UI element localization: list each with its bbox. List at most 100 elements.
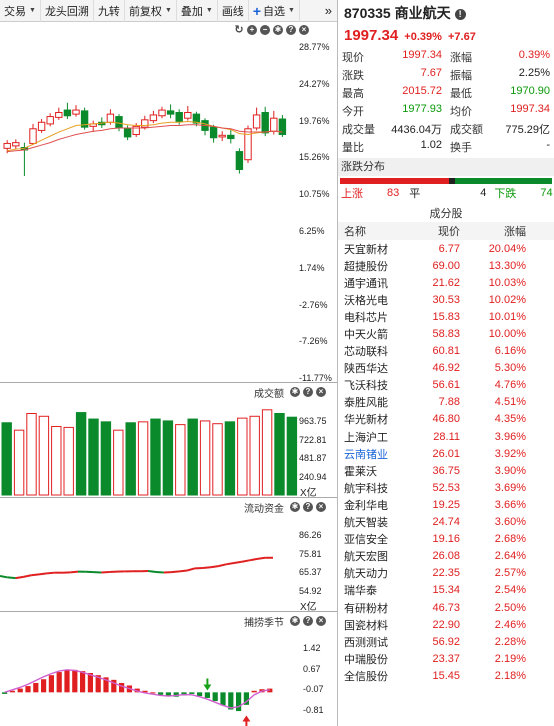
stock-name[interactable]: 电科芯片 <box>344 311 388 324</box>
table-row[interactable]: 华光新材 46.80 4.35% <box>338 411 554 428</box>
candle-body <box>218 134 226 138</box>
help-icon[interactable]: ? <box>303 387 313 397</box>
table-row[interactable]: 全信股份 15.45 2.18% <box>338 667 554 684</box>
header-name[interactable]: 名称 <box>344 226 366 238</box>
stock-name[interactable]: 云南锗业 <box>344 448 388 461</box>
table-row[interactable]: 通宇通讯 21.62 10.03% <box>338 274 554 291</box>
stock-name[interactable]: 超捷股份 <box>344 260 388 273</box>
add-watchlist-button[interactable]: + 自选 ▼ <box>249 0 300 22</box>
header-change[interactable]: 涨幅 <box>504 226 526 238</box>
table-row[interactable]: 沃格光电 30.53 10.02% <box>338 291 554 308</box>
stock-name[interactable]: 天宜新材 <box>344 243 388 256</box>
stock-name[interactable]: 航天动力 <box>344 568 388 581</box>
table-row[interactable]: 天宜新材 6.77 20.04% <box>338 240 554 257</box>
kline-chart[interactable] <box>0 40 296 380</box>
stock-name[interactable]: 金利华电 <box>344 499 388 512</box>
table-row[interactable]: 航天动力 22.35 2.57% <box>338 565 554 582</box>
stock-price: 52.53 <box>432 481 460 494</box>
stock-name[interactable]: 通宇通讯 <box>344 277 388 290</box>
table-row[interactable]: 霍莱沃 36.75 3.90% <box>338 462 554 479</box>
help-icon[interactable]: ? <box>303 502 313 512</box>
stock-name[interactable]: 飞沃科技 <box>344 380 388 393</box>
table-row[interactable]: 陕西华达 46.92 5.30% <box>338 360 554 377</box>
table-row[interactable]: 电科芯片 15.83 10.01% <box>338 308 554 325</box>
volume-bar <box>51 425 62 496</box>
toolbar-nine-turn[interactable]: 九转 <box>94 0 125 22</box>
stock-name[interactable]: 中瑞股份 <box>344 653 388 666</box>
stock-name[interactable]: 航天智装 <box>344 517 388 530</box>
close-icon[interactable]: × <box>299 25 309 35</box>
quote-label: 振幅 <box>450 70 472 82</box>
quote-label: 涨跌 <box>342 70 364 82</box>
divider <box>0 611 337 612</box>
header-price[interactable]: 现价 <box>438 226 460 238</box>
table-row[interactable]: 亚信安全 19.16 2.68% <box>338 531 554 548</box>
down-label: 下跌 <box>494 188 517 200</box>
stock-name[interactable]: 航天宏图 <box>344 551 388 564</box>
stock-change: 10.03% <box>488 276 526 289</box>
stock-name[interactable]: 亚信安全 <box>344 534 388 547</box>
settings-icon[interactable]: ✱ <box>290 616 300 626</box>
table-row[interactable]: 瑞华泰 15.34 2.54% <box>338 582 554 599</box>
stock-name[interactable]: 沃格光电 <box>344 294 388 307</box>
volume-chart[interactable] <box>0 397 298 497</box>
zoom-out-icon[interactable]: − <box>260 25 270 35</box>
table-row[interactable]: 中天火箭 58.83 10.00% <box>338 325 554 342</box>
quote-cell: 振幅 2.25% <box>446 67 554 83</box>
volume-bar <box>212 423 223 496</box>
stock-name[interactable]: 中天火箭 <box>344 329 388 342</box>
close-icon[interactable]: × <box>316 502 326 512</box>
toolbar-draw-line[interactable]: 画线 <box>218 0 249 22</box>
table-row[interactable]: 航天宏图 26.08 2.64% <box>338 548 554 565</box>
table-row[interactable]: 中瑞股份 23.37 2.19% <box>338 650 554 667</box>
toolbar-leader-review[interactable]: 龙头回溯 <box>41 0 94 22</box>
table-row[interactable]: 航天智装 24.74 3.60% <box>338 514 554 531</box>
volume-bar <box>88 418 99 496</box>
toolbar-adjust-menu[interactable]: 前复权 ▼ <box>125 0 177 22</box>
flow-segment <box>7 576 16 580</box>
season-hist-bar <box>142 690 148 693</box>
table-row[interactable]: 西测测试 56.92 2.28% <box>338 633 554 650</box>
expand-more-button[interactable]: » <box>320 0 337 22</box>
refresh-icon[interactable]: ↻ <box>234 24 244 36</box>
table-row[interactable]: 芯动联科 60.81 6.16% <box>338 343 554 360</box>
stock-name[interactable]: 西测测试 <box>344 636 388 649</box>
quote-value: - <box>546 139 550 151</box>
close-icon[interactable]: × <box>316 387 326 397</box>
settings-icon[interactable]: ✱ <box>273 25 283 35</box>
table-row[interactable]: 国瓷材料 22.90 2.46% <box>338 616 554 633</box>
flow-chart[interactable] <box>0 512 296 612</box>
help-icon[interactable]: ? <box>286 25 296 35</box>
stock-name[interactable]: 芯动联科 <box>344 346 388 359</box>
table-row[interactable]: 有研粉材 46.73 2.50% <box>338 599 554 616</box>
stock-name[interactable]: 有研粉材 <box>344 602 388 615</box>
zoom-in-icon[interactable]: + <box>247 25 257 35</box>
season-chart[interactable] <box>0 626 296 726</box>
table-row[interactable]: 超捷股份 69.00 13.30% <box>338 257 554 274</box>
stock-name[interactable]: 霍莱沃 <box>344 465 377 478</box>
stock-change: 2.57% <box>494 567 526 580</box>
stock-name[interactable]: 航宇科技 <box>344 482 388 495</box>
close-icon[interactable]: × <box>316 616 326 626</box>
stock-name[interactable]: 全信股份 <box>344 670 388 683</box>
table-row[interactable]: 泰胜风能 7.88 4.51% <box>338 394 554 411</box>
table-row[interactable]: 飞沃科技 56.61 4.76% <box>338 377 554 394</box>
season-hist-bar <box>72 669 78 693</box>
table-row[interactable]: 金利华电 19.25 3.66% <box>338 496 554 513</box>
table-row[interactable]: 上海沪工 28.11 3.96% <box>338 428 554 445</box>
stock-name[interactable]: 陕西华达 <box>344 363 388 376</box>
info-icon[interactable]: ! <box>454 9 466 20</box>
table-row[interactable]: 航宇科技 52.53 3.69% <box>338 479 554 496</box>
stock-name[interactable]: 国瓷材料 <box>344 619 388 632</box>
toolbar-overlay-menu[interactable]: 叠加 ▼ <box>177 0 218 22</box>
stock-name[interactable]: 泰胜风能 <box>344 397 388 410</box>
settings-icon[interactable]: ✱ <box>290 502 300 512</box>
table-row[interactable]: 云南锗业 26.01 3.92% <box>338 445 554 462</box>
candle-body <box>261 112 269 134</box>
stock-name[interactable]: 华光新材 <box>344 414 388 427</box>
help-icon[interactable]: ? <box>303 616 313 626</box>
settings-icon[interactable]: ✱ <box>290 387 300 397</box>
toolbar-trade-menu[interactable]: 交易 ▼ <box>0 0 41 22</box>
stock-name[interactable]: 上海沪工 <box>344 431 388 444</box>
stock-name[interactable]: 瑞华泰 <box>344 585 377 598</box>
